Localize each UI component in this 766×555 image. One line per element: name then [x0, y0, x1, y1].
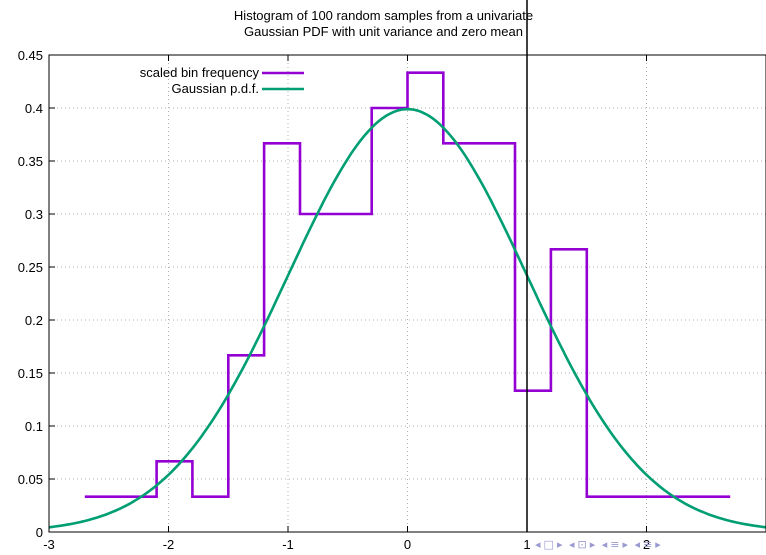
y-tick-label: 0.45	[18, 48, 43, 63]
first-icon[interactable]: ◂	[535, 538, 541, 551]
next-part-icon[interactable]: ▸	[655, 538, 661, 551]
section-icon[interactable]: ≡	[610, 538, 620, 551]
y-tick-label: 0.35	[18, 154, 43, 169]
y-tick-label: 0.4	[25, 101, 43, 116]
y-tick-label: 0.1	[25, 419, 43, 434]
x-tick-label: -3	[43, 537, 55, 552]
plot-area	[48, 0, 766, 532]
prev-section-icon[interactable]: ◂	[568, 538, 575, 551]
chart-title-line-2: Gaussian PDF with unit variance and zero…	[244, 24, 523, 39]
part-icon[interactable]: ≡	[643, 538, 653, 551]
axes: 0 0.05 0.1 0.15 0.2 0.25 0.3 0.35 0.4 0.45 -3 -2 -1 0…	[18, 48, 650, 552]
legend-label-histogram: scaled bin frequency	[140, 65, 260, 80]
gaussian-series	[48, 107, 766, 529]
prev-subsection-icon[interactable]: ◂	[601, 538, 608, 551]
beamer-navigation: ◂ □ ▸ ◂ ⊡ ▸ ◂ ≡ ▸ ◂ ≡ ▸	[535, 538, 664, 551]
x-tick-label: -2	[163, 537, 175, 552]
x-tick-label: -1	[282, 537, 294, 552]
legend: scaled bin frequency Gaussian p.d.f.	[140, 65, 304, 96]
chart-title: Histogram of 100 random samples from a u…	[234, 8, 533, 39]
y-tick-label: 0.2	[25, 313, 43, 328]
y-tick-label: 0.25	[18, 260, 43, 275]
y-tick-label: 0	[36, 525, 43, 540]
x-tick-label: 0	[404, 537, 411, 552]
y-tick-label: 0.15	[18, 366, 43, 381]
y-tick-label: 0.3	[25, 207, 43, 222]
prev-part-icon[interactable]: ◂	[634, 538, 641, 551]
y-tick-label: 0.05	[18, 472, 43, 487]
chart-title-line-1: Histogram of 100 random samples from a u…	[234, 8, 533, 23]
next-section-icon[interactable]: ▸	[589, 538, 596, 551]
legend-label-gaussian: Gaussian p.d.f.	[172, 81, 259, 96]
x-tick-label: 2	[643, 537, 650, 552]
histogram-series	[84, 71, 731, 499]
frame-icon[interactable]: □	[543, 538, 554, 551]
next-subsection-icon[interactable]: ▸	[622, 538, 629, 551]
subsection-icon[interactable]: ⊡	[577, 538, 587, 551]
x-tick-label: 1	[523, 537, 530, 552]
next-icon[interactable]: ▸	[556, 538, 563, 551]
